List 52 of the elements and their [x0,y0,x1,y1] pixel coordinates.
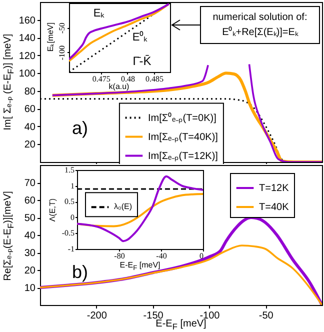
y-tick-label: 70 [24,178,36,189]
y-tick-label: 40 [24,122,36,133]
annotation: Γ̄-K̄ [132,54,152,68]
x-tick-label: 0.475 [92,74,110,84]
y-tick-label: 50 [24,213,36,224]
y-tick-label: 0 [70,212,74,222]
legend-label: T=40K [259,202,290,213]
annotation: Eₖ [93,8,105,20]
y-tick-label: 20 [24,266,36,276]
y-axis-title: Eₖ[meV] [46,22,55,52]
y-tick-label: 140 [18,33,36,44]
y-tick-label: 1.5 [64,166,74,174]
x-tick-label: -80 [114,252,125,260]
line-series [77,193,203,228]
y-tick-label: 60 [24,104,36,116]
y-tick-label: 10 [24,283,36,294]
annotation: a) [72,118,88,138]
y-tick-label: -50 [58,22,66,34]
y-tick-label: 120 [18,50,36,62]
x-tick-label: -200 [86,310,108,322]
x-tick-label: 0.485 [146,74,164,84]
y-tick-label: 160 [18,15,36,26]
legend-label: Im[Σₑ₋ₚ(T=12K)] [148,150,218,162]
legend-label: T=12K [259,183,290,194]
y-tick-label: 0.5 [64,197,74,206]
legend-label: Im[Σₑ₋ₚ(T=40K)] [148,132,218,143]
y-tick-label: -100 [58,45,66,60]
legend-label: Im[Σ⁰ₑ₋ₚ(T=0K)] [148,112,217,124]
legend-label: λ₀(E) [114,202,132,212]
x-tick-label: -40 [156,252,167,260]
line-series [40,244,322,305]
x-axis-title: E-E$_{F}$ [meV] [120,260,160,273]
x-axis-title: E-E$_{F}$ [meV] [156,318,206,332]
x-tick-label: 0 [200,252,204,260]
line-series [77,175,203,242]
y-tick-label: 1 [70,181,74,190]
y-tick-label: 100 [18,68,36,80]
x-tick-label: -50 [258,310,274,322]
annotation: b) [72,262,88,282]
y-axis-title: Λ(E,T) [48,198,57,222]
y-tick-label: 20 [24,140,36,151]
annotation: E⁰ₖ [132,32,148,44]
annotation: E⁰ₖ+Re[Σ(Eₖ)]=Eₖ [221,26,300,40]
y-tick-label: 60 [24,196,36,206]
y-tick-label: -1 [68,244,74,254]
x-tick-label: 0.48 [120,74,135,84]
x-axis-title: k(a.u) [108,82,130,91]
y-tick-label: 80 [24,86,36,98]
y-tick-label: 40 [24,230,36,242]
y-tick-label: 30 [24,248,36,259]
annotation: numerical solution of: [212,11,308,25]
y-tick-label: -0.5 [62,228,74,238]
